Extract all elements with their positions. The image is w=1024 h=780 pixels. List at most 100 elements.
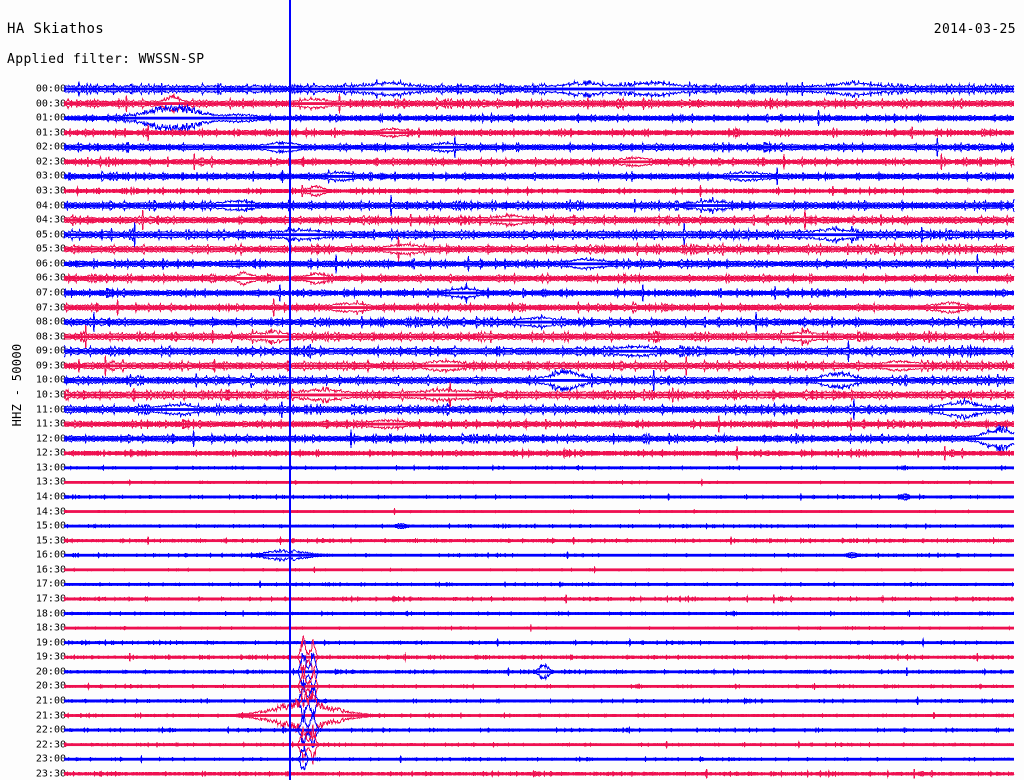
trace-line bbox=[63, 321, 1015, 333]
trace-baseline bbox=[64, 553, 1014, 557]
trace-line bbox=[63, 507, 1015, 512]
time-tick-label: 23:00 bbox=[35, 753, 66, 765]
trace-baseline bbox=[64, 306, 1014, 309]
trace-baseline bbox=[64, 612, 1014, 615]
time-tick-label: 03:00 bbox=[35, 170, 66, 182]
trace-baseline bbox=[64, 699, 1014, 703]
trace-line bbox=[63, 744, 1014, 765]
trace-baseline bbox=[64, 568, 1014, 572]
trace-line bbox=[63, 685, 1015, 708]
time-tick-label: 05:30 bbox=[35, 243, 66, 255]
trace-baseline bbox=[64, 145, 1014, 149]
trace-line bbox=[63, 282, 1015, 294]
trace-line bbox=[63, 554, 1015, 563]
trace-baseline bbox=[64, 393, 1014, 397]
time-tick-label: 06:00 bbox=[35, 258, 66, 270]
trace-baseline bbox=[64, 714, 1014, 717]
trace-line bbox=[63, 482, 1015, 488]
trace-line bbox=[64, 103, 1015, 119]
trace-line bbox=[63, 709, 1015, 731]
trace-line bbox=[64, 464, 1015, 469]
trace-line bbox=[63, 446, 1015, 454]
applied-filter-label: Applied filter: WWSSN-SP bbox=[7, 52, 205, 67]
trace-baseline bbox=[64, 495, 1014, 499]
trace-line bbox=[63, 146, 1015, 158]
trace-line bbox=[63, 565, 1014, 571]
trace-baseline bbox=[64, 743, 1014, 747]
time-tick-label: 16:30 bbox=[35, 564, 66, 576]
trace-line bbox=[63, 569, 1015, 575]
trace-line bbox=[63, 368, 1015, 381]
trace-line bbox=[63, 652, 1015, 673]
trace-baseline bbox=[64, 218, 1014, 222]
time-tick-label: 18:30 bbox=[35, 622, 66, 634]
trace-line bbox=[63, 136, 1015, 148]
trace-line bbox=[63, 700, 1014, 723]
time-tick-label: 12:00 bbox=[35, 433, 66, 445]
trace-baseline bbox=[64, 641, 1014, 645]
time-tick-label: 04:30 bbox=[35, 214, 66, 226]
time-tick-label: 14:30 bbox=[35, 506, 66, 518]
trace-baseline bbox=[64, 233, 1014, 237]
trace-line bbox=[63, 724, 1014, 746]
trace-line bbox=[63, 219, 1015, 231]
time-tick-label: 15:00 bbox=[35, 520, 66, 532]
trace-line bbox=[63, 623, 1015, 629]
trace-line bbox=[63, 525, 1015, 530]
trace-line bbox=[63, 93, 1015, 104]
trace-baseline bbox=[64, 684, 1014, 688]
trace-line bbox=[63, 671, 1015, 692]
time-axis-labels: 00:00 00:30 01:00 01:30 02:00 02:30 03:00 03:30… bbox=[0, 0, 66, 780]
trace-baseline bbox=[64, 670, 1014, 674]
trace-baseline bbox=[64, 160, 1014, 164]
trace-line bbox=[63, 679, 1014, 702]
trace-line bbox=[63, 637, 1015, 644]
time-tick-label: 10:00 bbox=[35, 374, 66, 386]
trace-line bbox=[63, 161, 1015, 171]
trace-line bbox=[63, 656, 1015, 680]
trace-baseline bbox=[64, 510, 1014, 513]
trace-line bbox=[63, 278, 1015, 287]
trace-baseline bbox=[64, 262, 1014, 266]
time-cursor-line bbox=[289, 0, 291, 780]
trace-line bbox=[63, 768, 1015, 775]
trace-baseline bbox=[64, 335, 1014, 339]
trace-line bbox=[63, 307, 1015, 317]
time-tick-label: 13:00 bbox=[35, 462, 66, 474]
trace-baseline bbox=[64, 349, 1014, 353]
trace-baseline bbox=[64, 116, 1014, 120]
time-tick-label: 04:00 bbox=[35, 200, 66, 212]
trace-line bbox=[63, 773, 1015, 779]
trace-line bbox=[63, 424, 1015, 440]
station-title: HA Skiathos bbox=[7, 21, 105, 37]
time-tick-label: 20:30 bbox=[35, 680, 66, 692]
trace-line bbox=[63, 234, 1015, 247]
time-tick-label: 09:00 bbox=[35, 345, 66, 357]
time-tick-label: 11:00 bbox=[35, 404, 66, 416]
trace-line bbox=[63, 452, 1015, 461]
trace-baseline bbox=[64, 626, 1014, 630]
trace-line bbox=[63, 635, 1014, 658]
time-tick-label: 02:00 bbox=[35, 141, 66, 153]
trace-line bbox=[63, 759, 1015, 771]
time-tick-label: 23:30 bbox=[35, 768, 66, 780]
trace-line bbox=[63, 336, 1015, 349]
trace-line bbox=[63, 167, 1015, 178]
trace-baseline bbox=[64, 320, 1014, 324]
trace-line bbox=[63, 175, 1015, 186]
time-tick-label: 18:00 bbox=[35, 608, 66, 620]
trace-line bbox=[63, 492, 1015, 498]
trace-line bbox=[63, 298, 1015, 308]
trace-line bbox=[64, 117, 1015, 133]
trace-line bbox=[63, 209, 1015, 221]
time-tick-label: 07:00 bbox=[35, 287, 66, 299]
time-tick-label: 00:30 bbox=[35, 98, 66, 110]
trace-line bbox=[63, 415, 1015, 425]
trace-line bbox=[63, 609, 1015, 614]
trace-line bbox=[63, 263, 1015, 274]
trace-line bbox=[63, 627, 1015, 633]
trace-line bbox=[63, 437, 1015, 454]
time-tick-label: 21:30 bbox=[35, 710, 66, 721]
trace-line bbox=[63, 598, 1014, 604]
time-tick-label: 17:30 bbox=[35, 593, 66, 605]
